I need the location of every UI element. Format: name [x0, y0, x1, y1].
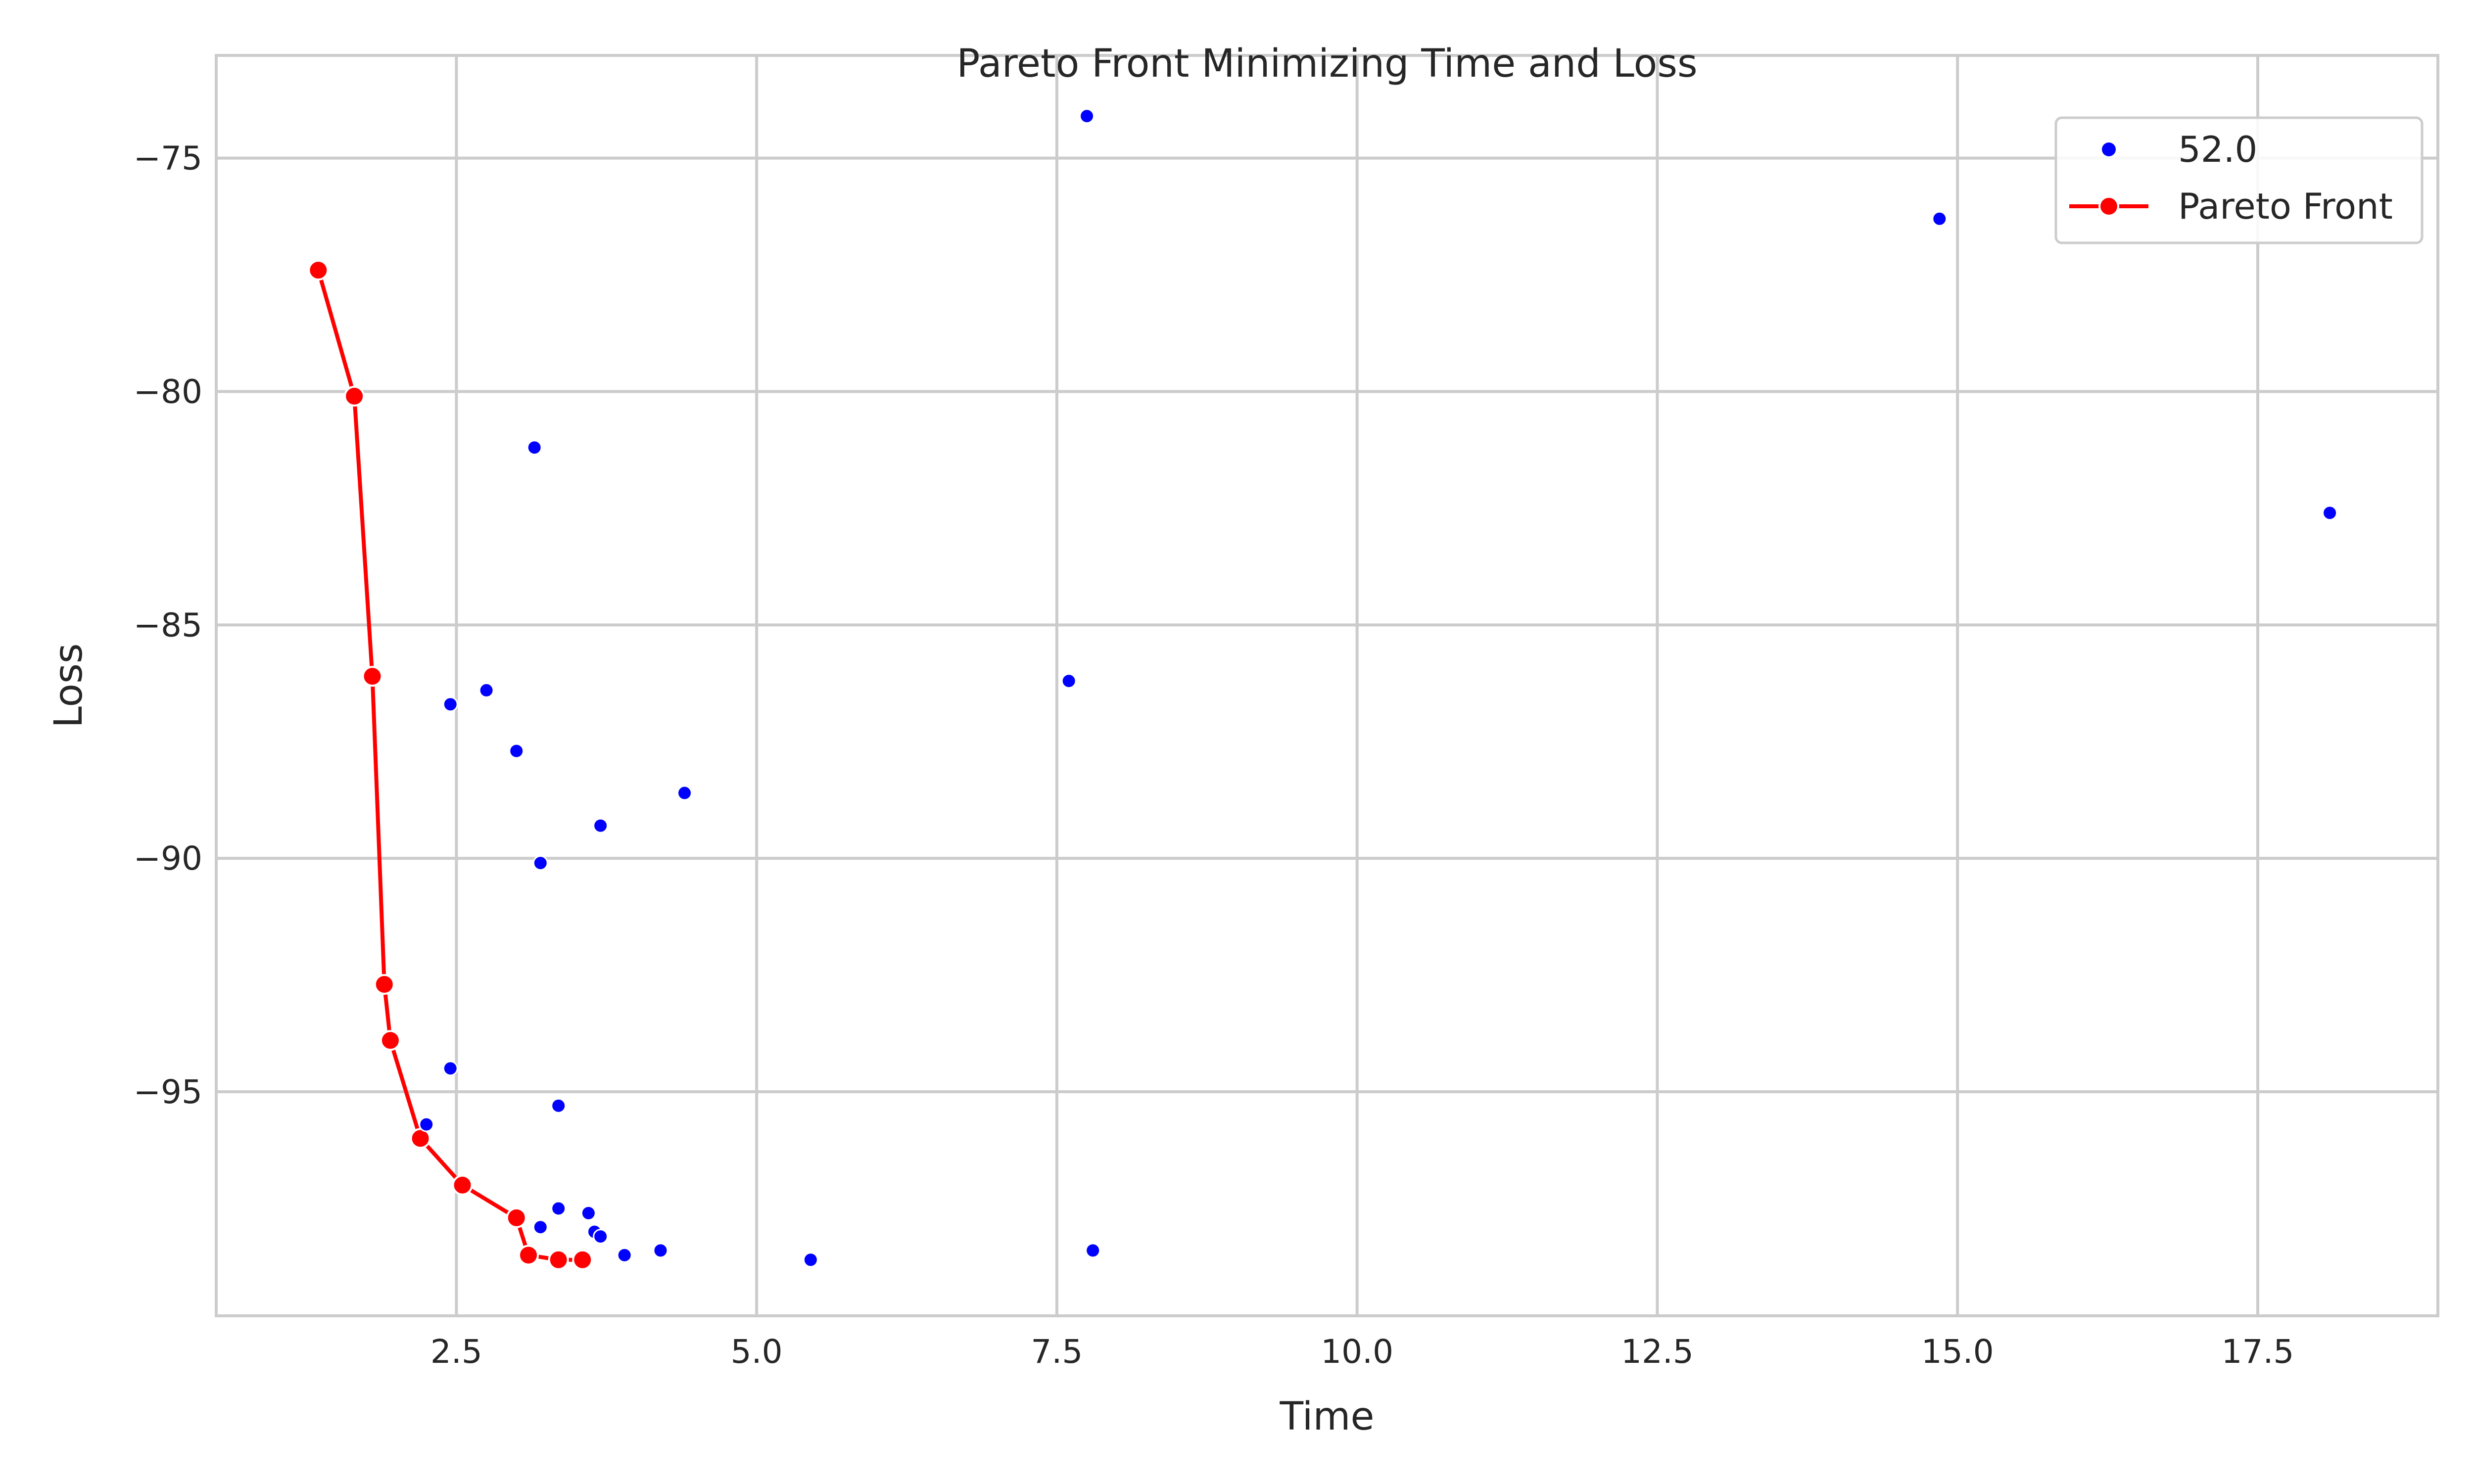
y-axis-ticks: −75 −80 −85 −90 −95 — [134, 139, 202, 1111]
grid — [216, 55, 2438, 1316]
y-tick-label: −85 — [134, 606, 202, 644]
x-tick-label: 15.0 — [1921, 1333, 1994, 1371]
scatter-point — [551, 1201, 567, 1216]
pareto-front-point — [506, 1207, 527, 1228]
pareto-front-point — [380, 1030, 401, 1051]
y-tick-label: −75 — [134, 139, 202, 178]
y-tick-label: −90 — [134, 839, 202, 878]
scatter-point — [478, 682, 494, 698]
y-tick-label: −95 — [134, 1073, 202, 1111]
legend-box — [2054, 116, 2424, 244]
x-axis-label: Time — [1280, 1394, 1375, 1439]
scatter-point — [2322, 505, 2338, 521]
legend-marker-front — [2098, 196, 2119, 217]
pareto-front-point — [548, 1249, 569, 1270]
pareto-front-point — [452, 1174, 473, 1196]
pareto-front-point — [308, 260, 329, 281]
pareto-front-line — [316, 270, 583, 1262]
pareto-front-point — [572, 1249, 593, 1270]
pareto-front-point — [362, 666, 383, 687]
pareto-front-series — [308, 260, 593, 1270]
x-tick-label: 12.5 — [1621, 1333, 1694, 1371]
pareto-front-point — [374, 974, 395, 995]
scatter-point — [593, 818, 609, 834]
scatter-point — [532, 855, 548, 871]
scatter-point — [1085, 1243, 1101, 1258]
scatter-point — [509, 743, 524, 759]
plot-frame — [215, 54, 2439, 1317]
scatter-point — [526, 440, 542, 456]
x-tick-label: 2.5 — [430, 1333, 482, 1371]
scatter-point — [442, 696, 458, 712]
x-tick-label: 17.5 — [2221, 1333, 2294, 1371]
scatter-point — [580, 1205, 596, 1221]
chart-title: Pareto Front Minimizing Time and Loss — [956, 42, 1697, 86]
y-tick-label: −80 — [134, 372, 202, 411]
pareto-front-point — [518, 1245, 539, 1266]
legend-label-scatter: 52.0 — [2178, 129, 2257, 170]
scatter-point — [419, 1116, 434, 1132]
x-axis-ticks: 2.5 5.0 7.5 10.0 12.5 15.0 17.5 — [430, 1333, 2294, 1371]
pareto-front-point — [344, 385, 365, 407]
x-tick-label: 5.0 — [731, 1333, 783, 1371]
scatter-point — [1079, 108, 1095, 124]
legend: 52.0 Pareto Front — [2054, 116, 2424, 244]
x-tick-label: 7.5 — [1031, 1333, 1083, 1371]
scatter-point — [532, 1219, 548, 1235]
scatter-point — [653, 1243, 668, 1258]
scatter-point — [551, 1098, 567, 1113]
scatter-series — [419, 108, 2338, 1268]
scatter-point — [1932, 211, 1948, 227]
legend-marker-scatter — [2102, 142, 2116, 156]
scatter-point — [677, 785, 693, 801]
scatter-point — [617, 1247, 632, 1263]
scatter-point — [593, 1229, 609, 1245]
scatter-point — [442, 1061, 458, 1076]
legend-label-front: Pareto Front — [2178, 186, 2393, 227]
x-tick-label: 10.0 — [1321, 1333, 1393, 1371]
scatter-point — [803, 1252, 818, 1268]
y-axis-label: Loss — [47, 643, 91, 728]
scatter-point — [1061, 673, 1077, 689]
